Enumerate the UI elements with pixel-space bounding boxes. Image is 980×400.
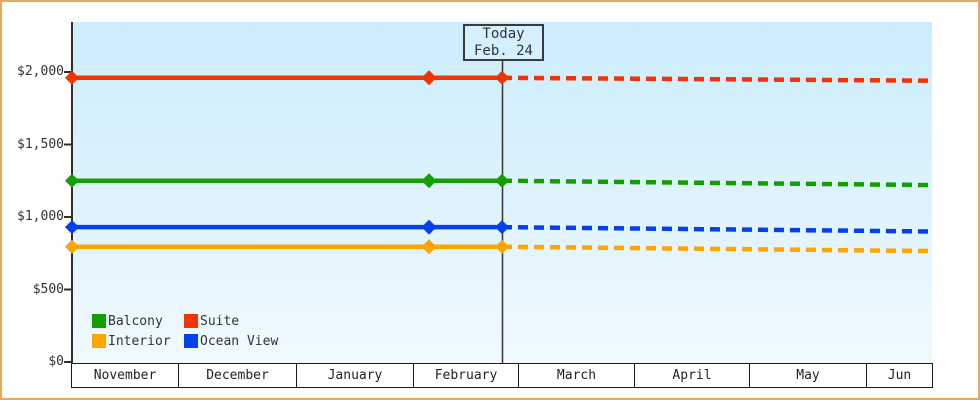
chart-legend: Balcony Suite Interior Ocean View bbox=[92, 313, 278, 349]
legend-swatch-icon bbox=[184, 314, 198, 328]
legend-item-interior: Interior bbox=[92, 333, 184, 349]
y-axis-tick-label: $0 bbox=[48, 354, 64, 369]
x-axis-month-december: December bbox=[179, 364, 297, 387]
series-marker bbox=[421, 239, 437, 255]
y-axis-tick-label: $1,000 bbox=[17, 209, 64, 224]
today-date: Feb. 24 bbox=[473, 42, 533, 59]
series-marker bbox=[65, 70, 79, 85]
series-line-dashed bbox=[501, 178, 933, 188]
legend-item-ocean-view: Ocean View bbox=[184, 333, 278, 349]
series-line-dashed bbox=[501, 244, 933, 254]
x-axis-month-strip: November December January February March Apri… bbox=[71, 363, 933, 388]
series-marker bbox=[65, 220, 79, 235]
x-axis-month-january: January bbox=[297, 364, 414, 387]
series-marker bbox=[65, 239, 79, 254]
y-axis-tick-label: $500 bbox=[32, 281, 64, 297]
series-line-dashed bbox=[501, 75, 933, 83]
series-marker bbox=[421, 70, 437, 86]
legend-label: Balcony bbox=[108, 313, 163, 329]
series-marker bbox=[495, 70, 509, 85]
today-annotation: Today Feb. 24 bbox=[463, 24, 544, 61]
legend-item-suite: Suite bbox=[184, 313, 278, 329]
x-axis-month-may: May bbox=[750, 364, 867, 387]
series-marker bbox=[495, 239, 509, 254]
x-axis-month-april: April bbox=[635, 364, 750, 387]
y-axis-tick-label: $1,500 bbox=[17, 136, 64, 152]
legend-label: Ocean View bbox=[200, 333, 279, 349]
x-axis-month-jun: Jun bbox=[887, 368, 912, 383]
series-marker bbox=[65, 173, 79, 188]
legend-item-balcony: Balcony bbox=[92, 313, 184, 329]
x-axis-month-february: February bbox=[414, 364, 519, 387]
series-line-dashed bbox=[501, 224, 933, 234]
legend-swatch-icon bbox=[184, 334, 198, 348]
today-label: Today bbox=[482, 25, 525, 42]
y-axis-tick-label: $2,000 bbox=[17, 64, 64, 79]
x-axis-month-march: March bbox=[519, 364, 635, 387]
legend-swatch-icon bbox=[92, 334, 106, 348]
series-marker bbox=[421, 173, 437, 189]
legend-label: Suite bbox=[200, 313, 240, 329]
series-marker bbox=[495, 173, 509, 188]
legend-swatch-icon bbox=[92, 314, 106, 328]
legend-label: Interior bbox=[108, 333, 171, 349]
series-marker bbox=[421, 219, 437, 235]
series-marker bbox=[495, 220, 509, 235]
x-axis-month-november: November bbox=[72, 364, 179, 387]
